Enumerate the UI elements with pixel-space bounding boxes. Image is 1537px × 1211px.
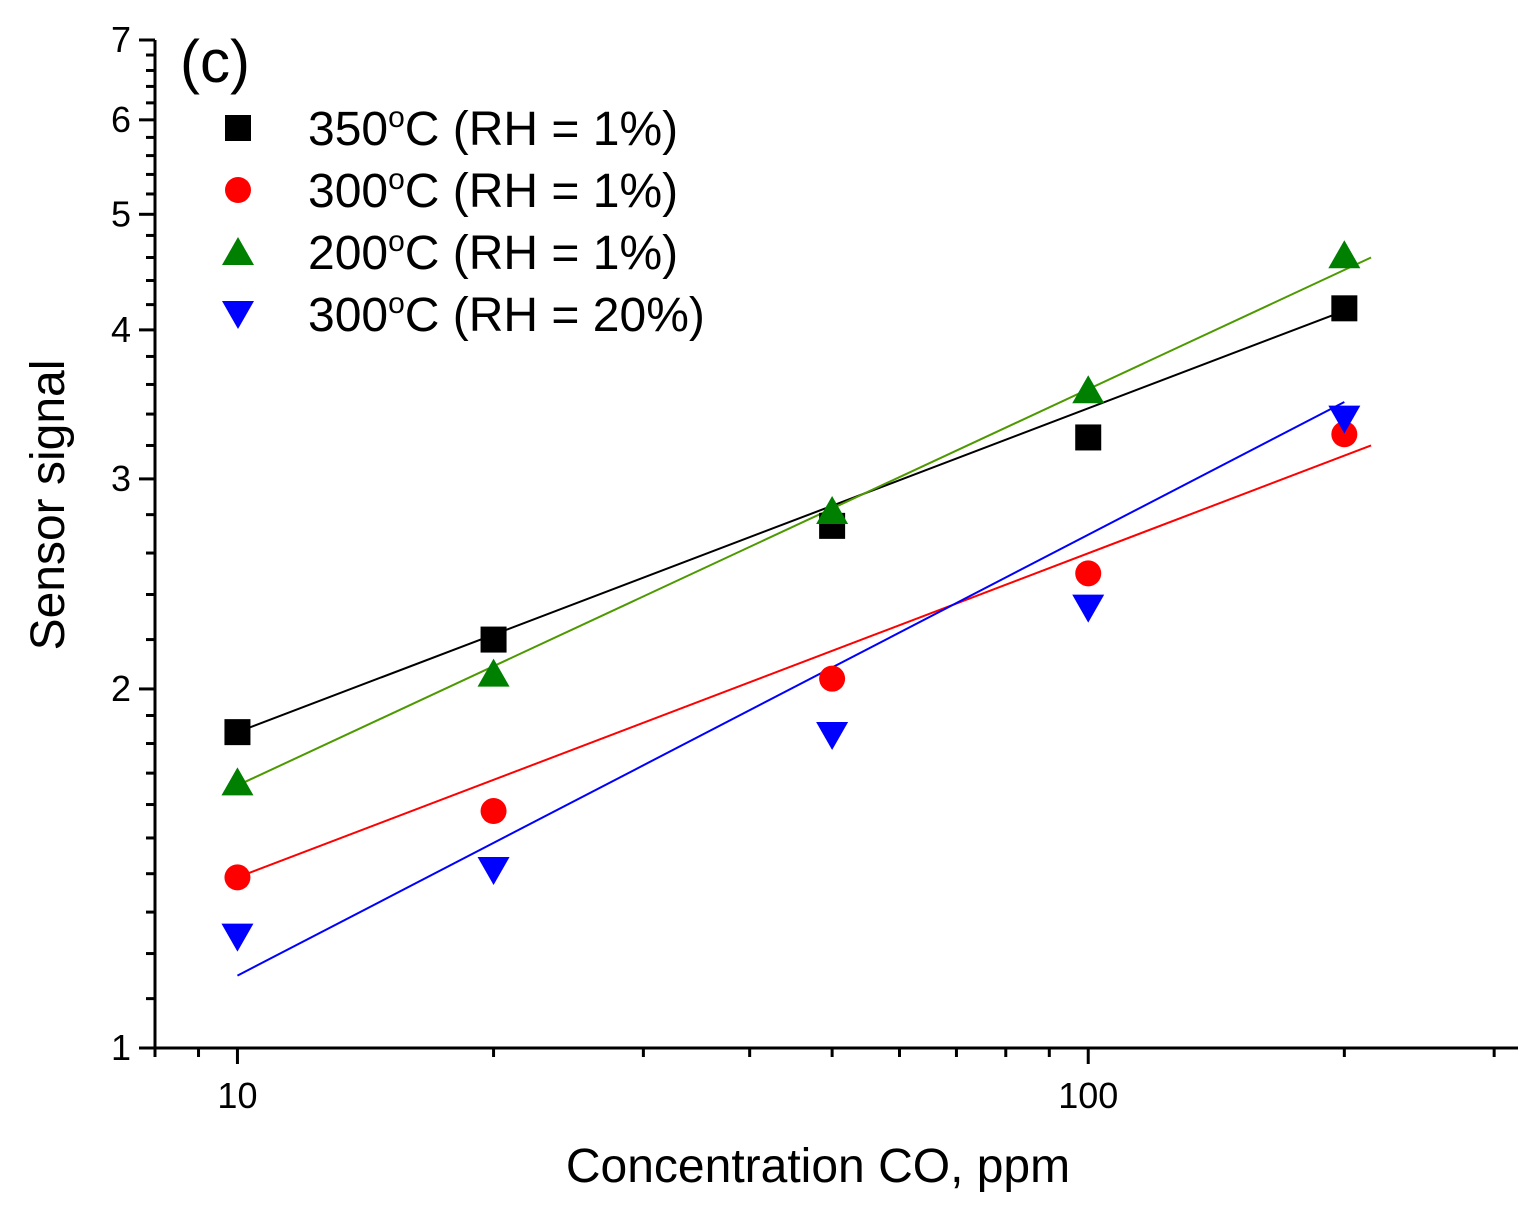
- point-circle: [1075, 560, 1102, 587]
- point-triangle-up: [477, 658, 510, 687]
- y-tick-label: 2: [111, 668, 131, 709]
- x-axis-title: Concentration CO, ppm: [566, 1140, 1070, 1193]
- y-tick-label: 4: [111, 309, 131, 350]
- legend-marker-square: [225, 115, 251, 141]
- point-triangle-down: [1328, 405, 1361, 434]
- point-square: [224, 719, 251, 746]
- point-square: [480, 626, 507, 653]
- point-circle: [480, 798, 507, 825]
- y-tick-label: 5: [111, 193, 131, 234]
- legend-label: 300oC (RH = 20%): [308, 287, 705, 342]
- legend-marker-circle: [225, 177, 251, 203]
- fit-line-square: [237, 309, 1345, 734]
- legend: 350oC (RH = 1%) 300oC (RH = 1%) 200oC (RH …: [222, 101, 705, 342]
- point-triangle-down: [1072, 594, 1105, 623]
- y-tick-label: 3: [111, 458, 131, 499]
- fit-line-triangle-up: [237, 256, 1372, 787]
- point-triangle-up: [1072, 375, 1105, 404]
- point-triangle-down: [477, 857, 510, 886]
- point-square: [1075, 424, 1102, 451]
- x-tick-label: 10: [217, 1075, 257, 1116]
- data-points: [221, 240, 1361, 952]
- point-triangle-up: [1328, 240, 1361, 269]
- fit-line-triangle-down: [236, 401, 1345, 977]
- point-circle: [819, 665, 846, 692]
- y-tick-label: 7: [111, 19, 131, 60]
- legend-label: 350oC (RH = 1%): [308, 101, 678, 156]
- point-square: [1331, 295, 1358, 322]
- axes: 10 100 1 2 3 4 5 6 7: [111, 19, 1518, 1116]
- legend-marker-triangle-up: [222, 237, 254, 265]
- legend-label: 300oC (RH = 1%): [308, 163, 678, 218]
- fit-lines: [236, 256, 1372, 977]
- point-triangle-up: [221, 767, 254, 796]
- y-tick-label: 1: [111, 1027, 131, 1068]
- y-tick-label: 6: [111, 99, 131, 140]
- point-circle: [224, 864, 251, 891]
- y-axis-title: Sensor signal: [22, 360, 75, 651]
- point-triangle-down: [221, 923, 254, 952]
- point-triangle-up: [816, 495, 849, 524]
- x-tick-label: 100: [1058, 1075, 1118, 1116]
- point-triangle-down: [816, 721, 849, 750]
- legend-marker-triangle-down: [222, 301, 254, 329]
- fit-line-circle: [237, 444, 1372, 879]
- legend-label: 200oC (RH = 1%): [308, 225, 678, 280]
- panel-label: (c): [180, 28, 250, 95]
- point-circle: [1331, 421, 1358, 448]
